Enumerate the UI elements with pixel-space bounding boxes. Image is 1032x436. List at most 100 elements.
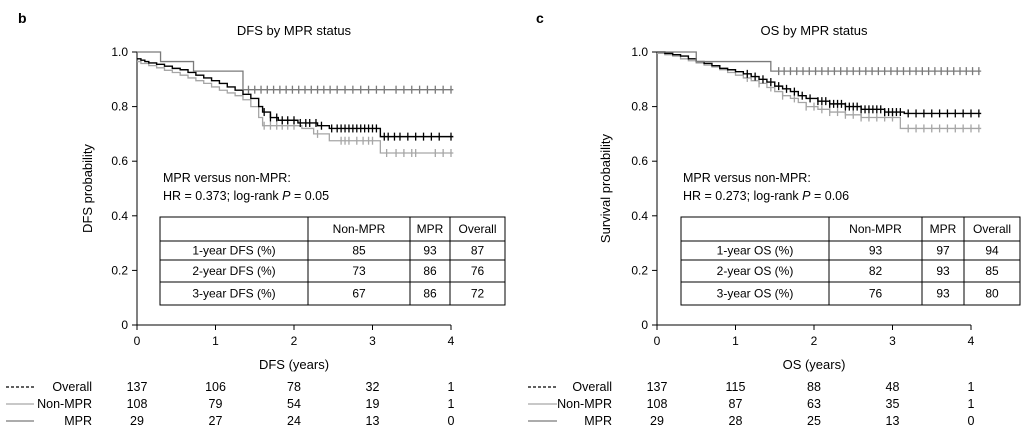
summary-table: Non-MPR MPR Overall 1-year DFS (%) 85 93 87 2-y… (159, 216, 506, 306)
y-axis-label: Survival probability (598, 133, 613, 243)
risk-value: 1 (968, 397, 975, 411)
y-axis-label: DFS probability (80, 144, 95, 233)
table-row-label: 2-year DFS (%) (192, 264, 275, 278)
x-tick-label: 0 (134, 334, 141, 348)
x-axis-label: OS (years) (783, 357, 846, 372)
y-tick-label: 0 (641, 318, 648, 332)
km-curve-non-mpr (137, 60, 454, 154)
risk-value: 54 (287, 397, 301, 411)
table-row-label: 3-year OS (%) (717, 287, 794, 301)
table-cell: 67 (352, 287, 366, 301)
x-tick-label: 2 (291, 334, 298, 348)
risk-value: 78 (287, 380, 301, 394)
hr-annotation-p: P (282, 189, 291, 203)
table-cell: 93 (936, 287, 950, 301)
risk-value: 25 (807, 414, 821, 428)
table-header: MPR (930, 222, 957, 236)
risk-table: Overall 137 115 88 48 1 Non-MPR 108 87 63 35 1 MPR 29… (528, 380, 975, 428)
risk-value: 137 (127, 380, 148, 394)
risk-label: MPR (584, 414, 612, 428)
y-tick-label: 1.0 (631, 45, 648, 59)
risk-value: 29 (650, 414, 664, 428)
table-row-label: 1-year OS (%) (717, 244, 794, 258)
panel-c: c OS by MPR status 0 0.2 0.4 0.6 0.8 1.0 0 1 2 3 4 OS… (528, 10, 1021, 428)
risk-value: 137 (647, 380, 668, 394)
risk-value: 0 (968, 414, 975, 428)
table-cell: 73 (352, 264, 366, 278)
risk-value: 1 (448, 397, 455, 411)
y-tick-label: 1.0 (111, 45, 128, 59)
hr-annotation-p: P (802, 189, 811, 203)
risk-table: Overall 137 106 78 32 1 Non-MPR 108 79 54 19 1 MPR 29… (6, 380, 455, 428)
x-tick-label: 1 (212, 334, 219, 348)
table-row-label: 3-year DFS (%) (192, 287, 275, 301)
y-tick-label: 0.4 (111, 209, 128, 223)
table-cell: 76 (869, 287, 883, 301)
hr-annotation-suffix: = 0.06 (811, 189, 850, 203)
y-tick-label: 0.6 (111, 154, 128, 168)
risk-value: 79 (209, 397, 223, 411)
risk-label: Overall (52, 380, 92, 394)
risk-value: 19 (366, 397, 380, 411)
chart-title: OS by MPR status (761, 23, 868, 38)
risk-value: 35 (886, 397, 900, 411)
table-cell: 87 (471, 244, 485, 258)
risk-value: 88 (807, 380, 821, 394)
x-tick-label: 3 (889, 334, 896, 348)
risk-value: 24 (287, 414, 301, 428)
risk-value: 87 (729, 397, 743, 411)
x-tick-label: 2 (811, 334, 818, 348)
hr-annotation-line2: HR = 0.273; log-rank P = 0.06 (683, 189, 849, 203)
risk-label: Non-MPR (37, 397, 92, 411)
table-cell: 85 (985, 264, 999, 278)
risk-value: 115 (726, 380, 746, 394)
y-tick-label: 0.2 (111, 263, 128, 277)
x-tick-label: 0 (654, 334, 661, 348)
hr-annotation-line2: HR = 0.373; log-rank P = 0.05 (163, 189, 329, 203)
x-tick-label: 1 (732, 334, 739, 348)
table-cell: 97 (936, 244, 950, 258)
risk-value: 13 (886, 414, 900, 428)
risk-value: 108 (647, 397, 668, 411)
x-tick-label: 3 (369, 334, 376, 348)
hr-annotation-prefix: HR = 0.373; log-rank (163, 189, 282, 203)
km-curve-non-mpr (657, 52, 982, 130)
risk-value: 48 (886, 380, 900, 394)
table-header: Overall (458, 222, 496, 236)
hr-annotation-line1: MPR versus non-MPR: (683, 171, 811, 185)
table-cell: 93 (423, 244, 437, 258)
table-row-label: 2-year OS (%) (717, 264, 794, 278)
risk-value: 13 (366, 414, 380, 428)
table-cell: 94 (985, 244, 999, 258)
y-tick-label: 0.8 (111, 100, 128, 114)
table-cell: 80 (985, 287, 999, 301)
table-cell: 85 (352, 244, 366, 258)
risk-value: 0 (448, 414, 455, 428)
table-cell: 76 (471, 264, 485, 278)
y-tick-label: 0 (121, 318, 128, 332)
risk-value: 1 (448, 380, 455, 394)
panel-letter: b (18, 10, 27, 26)
risk-value: 29 (130, 414, 144, 428)
km-curve-overall (137, 58, 454, 138)
table-border (159, 216, 506, 306)
summary-table: Non-MPR MPR Overall 1-year OS (%) 93 97 94 2-ye… (680, 216, 1021, 306)
table-cell: 86 (423, 287, 437, 301)
x-axis-label: DFS (years) (259, 357, 329, 372)
table-cell: 93 (936, 264, 950, 278)
risk-label: MPR (64, 414, 92, 428)
chart-title: DFS by MPR status (237, 23, 352, 38)
x-tick-label: 4 (448, 334, 455, 348)
table-header: Overall (973, 222, 1011, 236)
table-row-label: 1-year DFS (%) (192, 244, 275, 258)
hr-annotation-prefix: HR = 0.273; log-rank (683, 189, 802, 203)
risk-value: 28 (729, 414, 743, 428)
risk-value: 106 (205, 380, 226, 394)
hr-annotation-line1: MPR versus non-MPR: (163, 171, 291, 185)
hr-annotation-suffix: = 0.05 (291, 189, 330, 203)
km-curve-mpr (137, 51, 454, 91)
table-cell: 86 (423, 264, 437, 278)
y-tick-label: 0.2 (631, 263, 648, 277)
table-header: Non-MPR (849, 222, 902, 236)
table-cell: 93 (869, 244, 883, 258)
